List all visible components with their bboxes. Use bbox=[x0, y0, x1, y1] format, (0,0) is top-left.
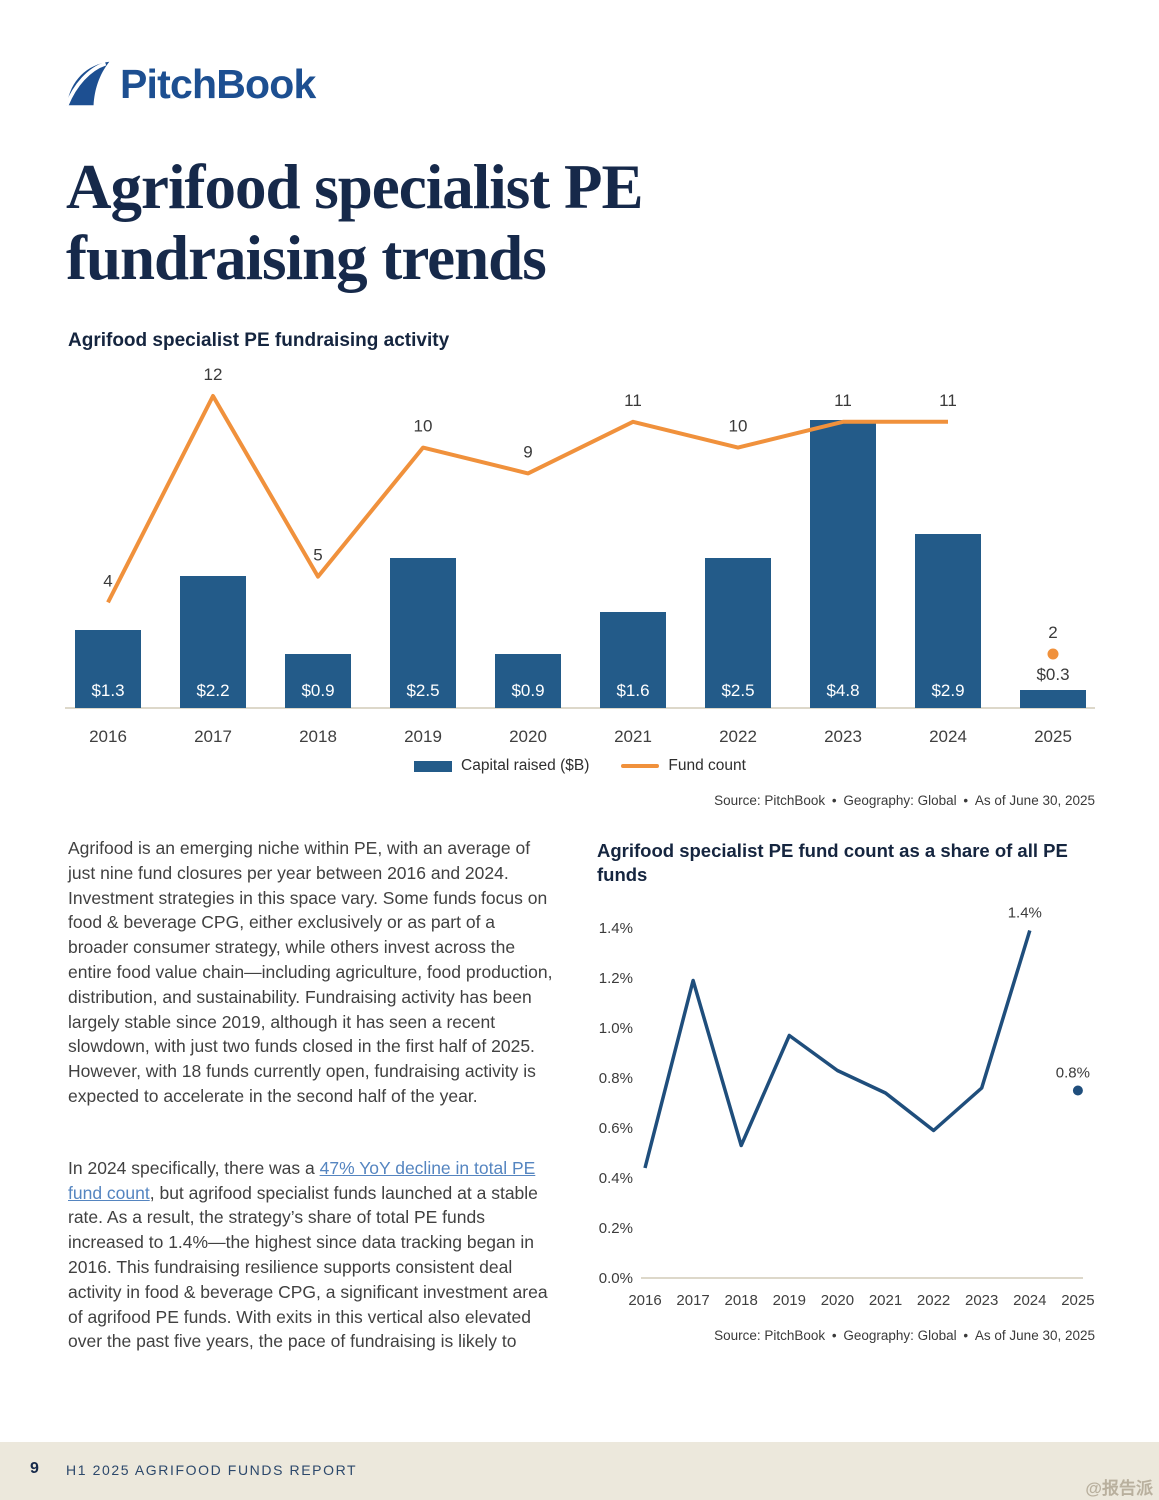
bar-value-label-2023: $4.8 bbox=[826, 681, 859, 700]
bar-2018 bbox=[285, 654, 351, 708]
page-title-line2: fundraising trends bbox=[66, 222, 547, 293]
bar-2024 bbox=[915, 534, 981, 708]
fund-count-line bbox=[106, 394, 948, 604]
x-axis-label-2025: 2025 bbox=[1034, 727, 1072, 746]
bar-2016 bbox=[75, 630, 141, 708]
chart2-heading: Agrifood specialist PE fund count as a s… bbox=[597, 840, 1068, 886]
bar-2022 bbox=[705, 558, 771, 708]
chart1-legend: Capital raised ($B) Fund count bbox=[65, 757, 1095, 775]
legend-item-fund-count: Fund count bbox=[621, 757, 746, 775]
chart1-heading: Agrifood specialist PE fundraising activ… bbox=[68, 330, 450, 351]
x-axis-label-2016: 2016 bbox=[89, 727, 127, 746]
watermark: @报告派 bbox=[1085, 1479, 1153, 1498]
x-axis-label-2021: 2021 bbox=[614, 727, 652, 746]
bar-value-label-2022: $2.5 bbox=[721, 681, 754, 700]
bar-value-label-2017: $2.2 bbox=[196, 681, 229, 700]
x-axis-label2-2025: 2025 bbox=[1061, 1292, 1094, 1309]
bar-value-label-2016: $1.3 bbox=[91, 681, 124, 700]
report-name: H1 2025 AGRIFOOD FUNDS REPORT bbox=[66, 1462, 358, 1478]
chart1-source: Source: PitchBook • Geography: Global • … bbox=[714, 793, 1095, 808]
y-tick-1.2%: 1.2% bbox=[599, 970, 633, 987]
bar-2019 bbox=[390, 558, 456, 708]
point-label-2024: 1.4% bbox=[1008, 905, 1042, 922]
pitchbook-flag-icon bbox=[64, 61, 110, 107]
y-tick-0.8%: 0.8% bbox=[599, 1070, 633, 1087]
x-axis-label-2020: 2020 bbox=[509, 727, 547, 746]
fund-count-value-2019: 10 bbox=[414, 417, 433, 436]
yoy-decline-link[interactable]: 47% YoY decline in total PE fund count bbox=[68, 1157, 536, 1203]
y-tick-0.0%: 0.0% bbox=[599, 1270, 633, 1287]
x-axis-label2-2016: 2016 bbox=[628, 1292, 661, 1309]
x-axis-label2-2020: 2020 bbox=[821, 1292, 854, 1309]
share-point-2025 bbox=[1072, 1085, 1083, 1096]
capital-raised-label: Capital raised ($B) bbox=[461, 757, 590, 774]
bar-2017 bbox=[180, 576, 246, 708]
fund-count-value-2024: 11 bbox=[939, 391, 957, 410]
x-axis-label-2019: 2019 bbox=[404, 727, 442, 746]
fund-count-value-2017: 12 bbox=[204, 365, 223, 384]
bar-2021 bbox=[600, 612, 666, 708]
page-title: Agrifood specialist PE fundraising trends bbox=[66, 152, 643, 293]
paragraph-2-after: , but agrifood specialist funds launched… bbox=[68, 1182, 548, 1352]
chart2-source: Source: PitchBook • Geography: Global • … bbox=[714, 1328, 1095, 1343]
paragraph-2-before: In 2024 specifically, there was a bbox=[68, 1157, 320, 1178]
fund-count-value-2022: 10 bbox=[729, 417, 748, 436]
pitchbook-logo-text: PitchBook bbox=[120, 60, 316, 107]
point-label-2025: 0.8% bbox=[1056, 1065, 1090, 1082]
y-tick-0.6%: 0.6% bbox=[599, 1120, 633, 1137]
fund-count-value-2016: 4 bbox=[103, 571, 112, 590]
x-axis-label-2018: 2018 bbox=[299, 727, 337, 746]
bar-value-label-2019: $2.5 bbox=[406, 681, 439, 700]
fund-count-label: Fund count bbox=[668, 757, 746, 774]
fund-count-value-2025: 2 bbox=[1048, 623, 1057, 642]
y-tick-0.2%: 0.2% bbox=[599, 1220, 633, 1237]
bar-value-label-2024: $2.9 bbox=[931, 681, 964, 700]
bar-value-label-2021: $1.6 bbox=[616, 681, 649, 700]
bar-2025 bbox=[1020, 690, 1086, 708]
x-axis-label-2024: 2024 bbox=[929, 727, 967, 746]
paragraph-2: In 2024 specifically, there was a 47% Yo… bbox=[68, 1156, 557, 1354]
x-axis-label2-2021: 2021 bbox=[869, 1292, 902, 1309]
x-axis-label2-2019: 2019 bbox=[773, 1292, 806, 1309]
capital-raised-swatch bbox=[414, 760, 453, 772]
fund-count-value-2021: 11 bbox=[624, 391, 642, 410]
x-axis-label2-2017: 2017 bbox=[676, 1292, 709, 1309]
fund-count-point-2025 bbox=[1047, 648, 1059, 660]
share-line bbox=[643, 929, 1032, 1169]
y-tick-1.0%: 1.0% bbox=[599, 1020, 633, 1037]
footer-bar: 9 H1 2025 AGRIFOOD FUNDS REPORT @报告派 bbox=[0, 1442, 1159, 1500]
x-axis-label2-2018: 2018 bbox=[725, 1292, 758, 1309]
bar-value-label-2025: $0.3 bbox=[1036, 665, 1069, 684]
pitchbook-logo: PitchBook bbox=[63, 60, 316, 108]
x-axis-label2-2023: 2023 bbox=[965, 1292, 998, 1309]
y-tick-1.4%: 1.4% bbox=[599, 920, 633, 937]
bar-value-label-2018: $0.9 bbox=[301, 681, 334, 700]
x-axis-label-2023: 2023 bbox=[824, 727, 862, 746]
bar-2020 bbox=[495, 654, 561, 708]
body-text: Agrifood is an emerging niche within PE,… bbox=[68, 836, 557, 1401]
bar-2023 bbox=[810, 420, 876, 708]
fund-count-value-2020: 9 bbox=[523, 442, 532, 461]
fund-count-value-2023: 11 bbox=[834, 391, 852, 410]
x-axis-label-2022: 2022 bbox=[719, 727, 757, 746]
y-tick-0.4%: 0.4% bbox=[599, 1170, 633, 1187]
page-number: 9 bbox=[30, 1460, 39, 1477]
page-title-line1: Agrifood specialist PE bbox=[66, 152, 643, 222]
fund-count-value-2018: 5 bbox=[313, 546, 322, 565]
paragraph-1: Agrifood is an emerging niche within PE,… bbox=[68, 838, 553, 1106]
fund-count-share-chart: 0.0% 0.2% 0.4% 0.6% 0.8% 1.0% 1.2% 1.4% 1.4% 0.8%… bbox=[599, 905, 1095, 1310]
bar-value-label-2020: $0.9 bbox=[511, 681, 544, 700]
x-axis-label-2017: 2017 bbox=[194, 727, 232, 746]
x-axis-label2-2024: 2024 bbox=[1013, 1292, 1046, 1309]
x-axis-label2-2022: 2022 bbox=[917, 1292, 950, 1309]
fundraising-activity-chart: $1.3 2016 $2.2 2017 $0.9 2018 $2.5 2019 $0.9 2020… bbox=[65, 365, 1095, 746]
legend-item-capital-raised: Capital raised ($B) bbox=[414, 757, 589, 775]
fund-count-swatch bbox=[621, 764, 660, 768]
